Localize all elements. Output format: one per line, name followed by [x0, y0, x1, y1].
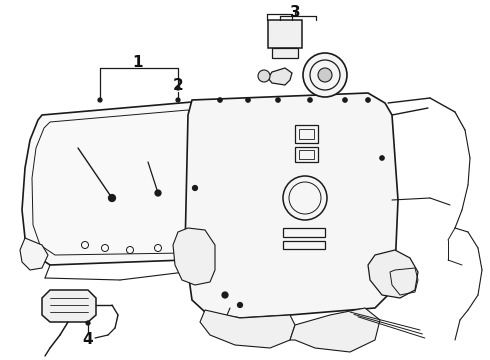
Circle shape: [155, 190, 161, 196]
Polygon shape: [268, 68, 292, 85]
Circle shape: [176, 86, 180, 90]
Circle shape: [303, 53, 347, 97]
Circle shape: [366, 98, 370, 102]
Text: 2: 2: [172, 77, 183, 93]
Polygon shape: [22, 102, 220, 265]
Text: 3: 3: [290, 5, 300, 19]
Circle shape: [98, 98, 102, 102]
Circle shape: [343, 98, 347, 102]
Circle shape: [258, 70, 270, 82]
Circle shape: [380, 156, 384, 160]
Circle shape: [276, 98, 280, 102]
Polygon shape: [173, 228, 215, 285]
Circle shape: [318, 68, 332, 82]
Circle shape: [218, 98, 222, 102]
Text: 1: 1: [133, 54, 143, 69]
Polygon shape: [268, 20, 302, 48]
Circle shape: [308, 98, 312, 102]
Polygon shape: [200, 310, 295, 348]
Text: 4: 4: [83, 333, 93, 347]
Polygon shape: [42, 290, 96, 322]
Polygon shape: [20, 238, 48, 270]
Circle shape: [176, 98, 180, 102]
Circle shape: [246, 98, 250, 102]
Circle shape: [108, 194, 116, 202]
Circle shape: [238, 302, 243, 307]
Polygon shape: [290, 308, 380, 352]
Circle shape: [193, 185, 197, 190]
Polygon shape: [368, 250, 418, 298]
Circle shape: [86, 321, 90, 325]
Circle shape: [222, 292, 228, 298]
Polygon shape: [185, 93, 398, 318]
Polygon shape: [272, 48, 298, 58]
